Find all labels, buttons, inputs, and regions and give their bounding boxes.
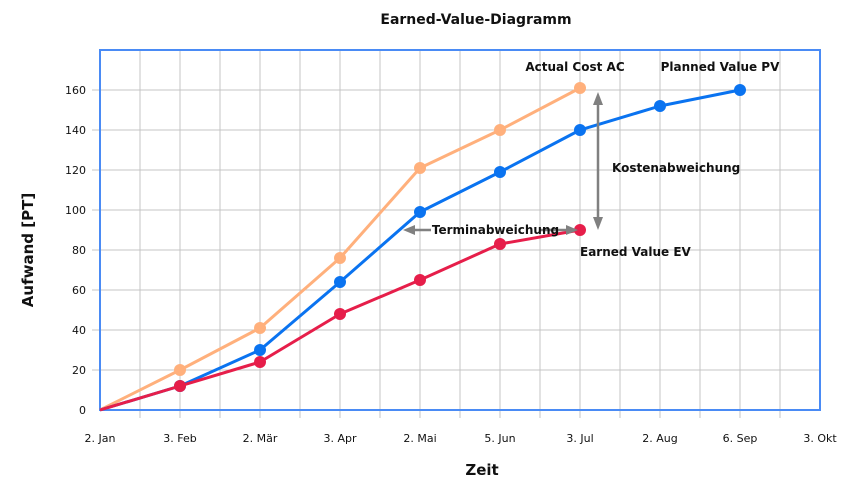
data-point xyxy=(574,224,586,236)
y-axis-ticks: 0 20 40 60 80 100 120 140 160 xyxy=(65,84,86,417)
x-tick-label: 6. Sep xyxy=(723,432,758,445)
data-point xyxy=(174,380,186,392)
data-point xyxy=(494,124,506,136)
y-tick-label: 80 xyxy=(72,244,86,257)
x-tick-label: 2. Jan xyxy=(85,432,116,445)
series-label: Planned Value PV xyxy=(661,60,780,74)
series-group: Actual Cost AC Planned Value PV Earned Val… xyxy=(99,60,780,412)
annotations: Terminabweichung Kostenabweichung xyxy=(403,92,740,237)
data-point xyxy=(494,166,506,178)
y-tick-label: 60 xyxy=(72,284,86,297)
series-label: Earned Value EV xyxy=(580,245,692,259)
arrow-head-left-icon xyxy=(403,225,415,235)
data-point xyxy=(574,124,586,136)
data-point xyxy=(254,322,266,334)
data-point xyxy=(574,82,586,94)
data-point xyxy=(494,238,506,250)
arrow-head-right-icon xyxy=(566,225,578,235)
x-tick-label: 3. Jul xyxy=(566,432,593,445)
chart-title: Earned-Value-Diagramm xyxy=(380,12,571,28)
y-tick-label: 40 xyxy=(72,324,86,337)
data-point xyxy=(414,274,426,286)
grid xyxy=(92,49,821,418)
x-tick-label: 5. Jun xyxy=(484,432,515,445)
x-axis-label: Zeit xyxy=(465,461,498,479)
y-tick-label: 160 xyxy=(65,84,86,97)
data-point xyxy=(734,84,746,96)
data-point xyxy=(334,308,346,320)
y-axis-label: Aufwand [PT] xyxy=(19,193,37,307)
plot-frame xyxy=(99,49,821,411)
data-point xyxy=(334,276,346,288)
data-point xyxy=(654,100,666,112)
x-tick-label: 2. Aug xyxy=(642,432,677,445)
data-point xyxy=(414,206,426,218)
y-tick-label: 20 xyxy=(72,364,86,377)
data-point xyxy=(254,356,266,368)
data-point xyxy=(334,252,346,264)
data-point xyxy=(174,364,186,376)
data-point xyxy=(254,344,266,356)
x-axis-ticks: 2. Jan 3. Feb 2. Mär 3. Apr 2. Mai 5. Jun 3. J… xyxy=(85,432,838,445)
y-tick-label: 120 xyxy=(65,164,86,177)
arrow-head-down-icon xyxy=(593,217,603,230)
y-tick-label: 0 xyxy=(79,404,86,417)
data-point xyxy=(414,162,426,174)
x-tick-label: 2. Mai xyxy=(403,432,436,445)
arrow-head-up-icon xyxy=(593,92,603,105)
y-tick-label: 140 xyxy=(65,124,86,137)
x-tick-label: 3. Apr xyxy=(323,432,356,445)
x-tick-label: 3. Feb xyxy=(163,432,196,445)
x-tick-label: 3. Okt xyxy=(803,432,837,445)
y-tick-label: 100 xyxy=(65,204,86,217)
series-label: Actual Cost AC xyxy=(525,60,624,74)
cost-variance-label: Kostenabweichung xyxy=(612,161,740,175)
schedule-variance-label: Terminabweichung xyxy=(432,223,559,237)
x-tick-label: 2. Mär xyxy=(243,432,278,445)
